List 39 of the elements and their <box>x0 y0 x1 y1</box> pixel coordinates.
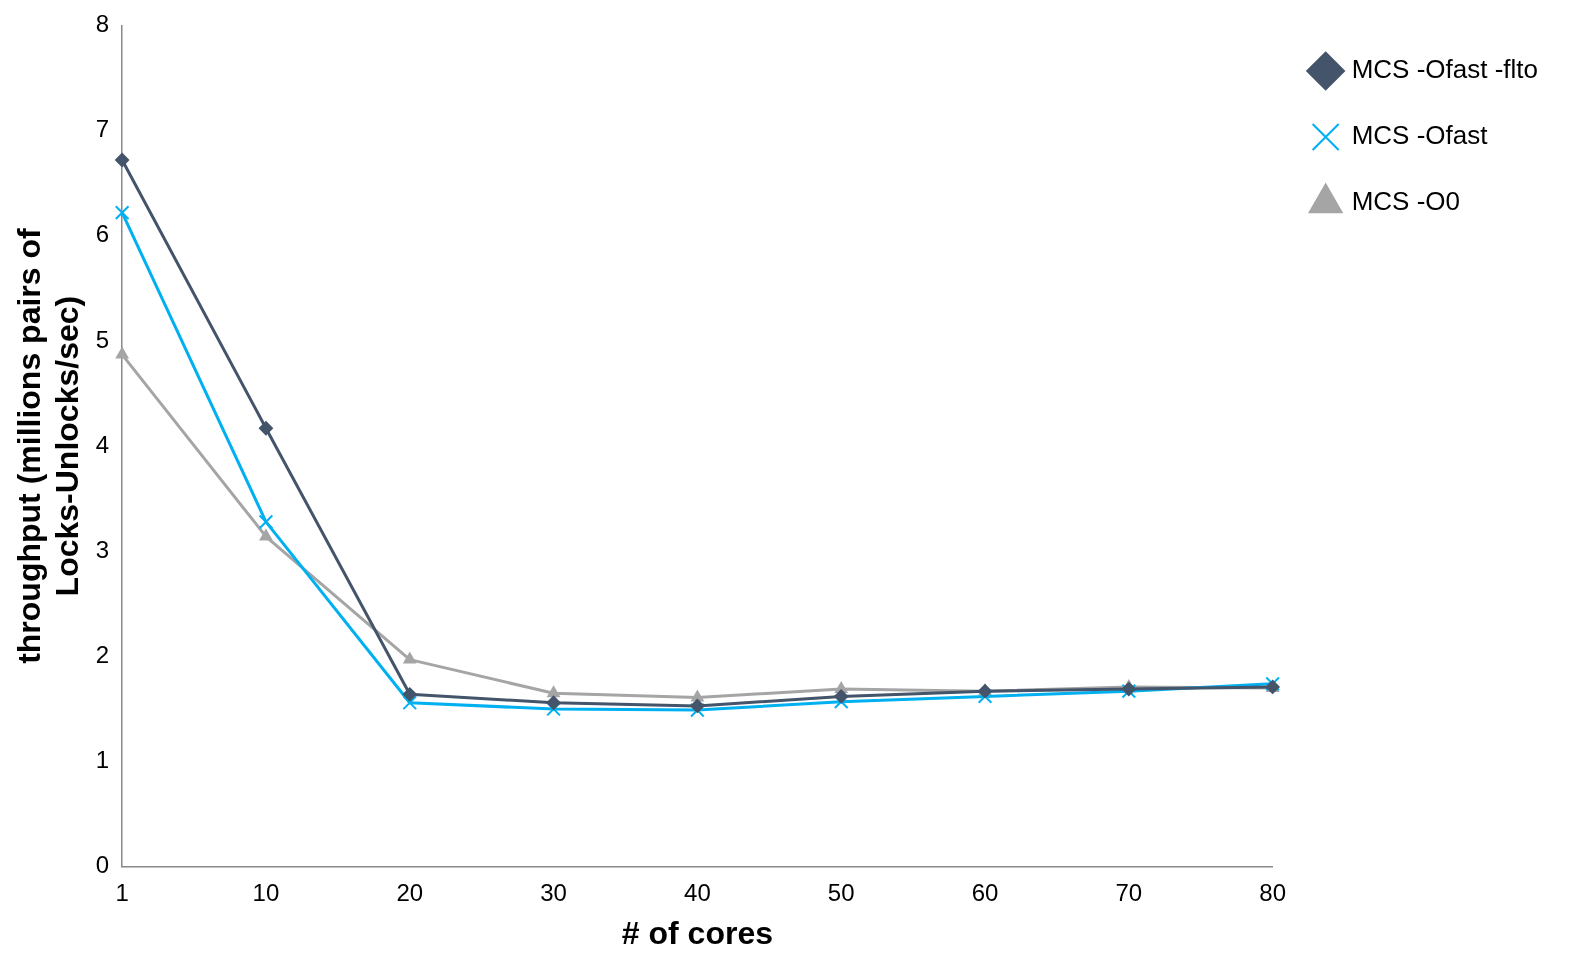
point <box>403 652 416 664</box>
legend-label: MCS -Ofast -flto <box>1351 54 1538 85</box>
y-tick-label: 8 <box>95 10 110 38</box>
y-tick-label: 6 <box>95 220 110 248</box>
x-tick-label: 60 <box>971 878 999 906</box>
x-tick-label: 20 <box>396 878 424 906</box>
x-tick-label: 70 <box>1115 878 1143 906</box>
point <box>691 690 704 702</box>
legend-label: MCS -Ofast <box>1351 120 1489 151</box>
legend-label: MCS -O0 <box>1351 186 1460 217</box>
point <box>258 421 273 436</box>
point <box>546 701 561 717</box>
x-tick-label: 10 <box>252 878 280 906</box>
x-tick-label: 30 <box>540 878 567 906</box>
point <box>115 347 129 359</box>
point <box>115 153 130 168</box>
y-tick-label: 3 <box>95 535 110 563</box>
x-axis-title: # of cores <box>621 914 773 951</box>
x-tick-label: 80 <box>1259 878 1286 906</box>
point <box>402 695 418 711</box>
y-tick-label: 7 <box>95 115 110 143</box>
y-tick-label: 0 <box>95 851 110 879</box>
y-tick-label: 1 <box>95 746 110 774</box>
y-axis-title: throughput (millions pairs of Locks-Unlocks/sec) <box>11 228 86 664</box>
point <box>258 514 274 530</box>
point <box>259 529 273 541</box>
point <box>547 686 560 698</box>
point <box>690 702 705 718</box>
point <box>834 689 849 704</box>
x-tick-label: 40 <box>684 878 711 906</box>
y-tick-label: 4 <box>95 430 110 458</box>
point <box>402 687 417 702</box>
point <box>690 698 705 713</box>
point <box>546 695 561 710</box>
x-tick-label: 1 <box>115 878 129 906</box>
y-tick-label: 5 <box>95 325 110 353</box>
x-tick-label: 50 <box>827 878 855 906</box>
point <box>114 205 130 220</box>
y-tick-label: 2 <box>95 641 110 669</box>
